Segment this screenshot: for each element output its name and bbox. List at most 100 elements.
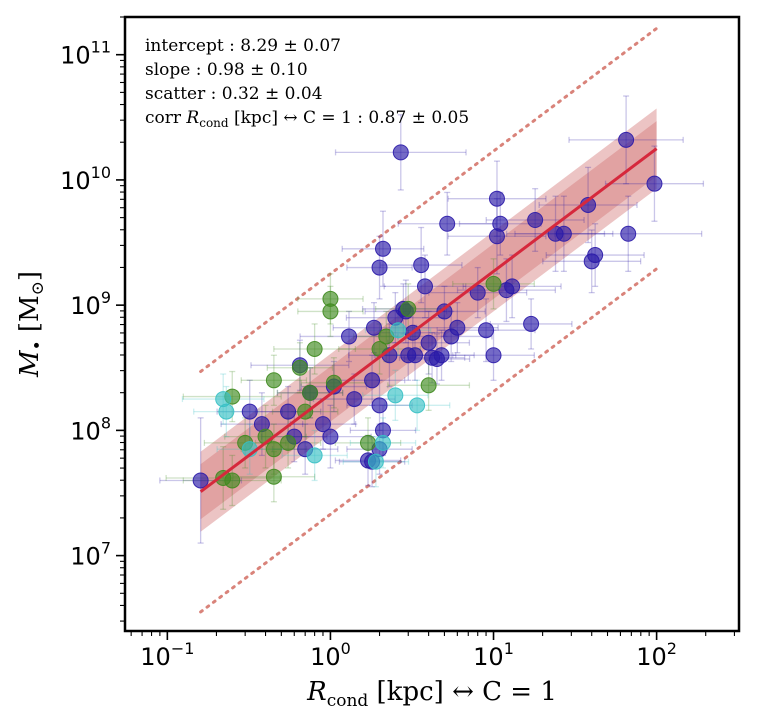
x-axis-ticks: 10−1 100 101 102: [130, 631, 735, 671]
annotation-slope: slope : 0.98 ± 0.10: [145, 60, 308, 80]
y-axis-title-group: M• [M⊙]: [15, 271, 48, 378]
x-tick-base: 10: [473, 643, 504, 671]
corr-suffix: [kpc] ↔ C = 1 : 0.87 ± 0.05: [229, 108, 470, 128]
x-tick-exponent: 0: [341, 639, 351, 658]
data-point-cyan: [306, 447, 323, 464]
data-point-blue: [341, 328, 358, 345]
x-title-symbol: R: [306, 677, 327, 707]
lower-scatter-bound: [199, 267, 659, 614]
data-point-green: [291, 359, 308, 376]
data-point-blue: [587, 247, 604, 264]
data-point-blue: [527, 211, 544, 228]
x-title-subscript: cond: [327, 691, 369, 711]
y-tick-label: 1011: [60, 38, 111, 70]
annotation-correlation: corr Rcond [kpc] ↔ C = 1 : 0.87 ± 0.05: [145, 108, 469, 130]
y-tick-base: 10: [70, 543, 101, 571]
data-point-blue: [366, 319, 383, 336]
annotation-box: intercept : 8.29 ± 0.07 slope : 0.98 ± 0…: [145, 36, 469, 130]
data-point-blue: [488, 190, 505, 207]
data-point-green: [306, 340, 323, 357]
x-tick-exponent: 1: [504, 639, 514, 658]
data-point-green: [265, 468, 282, 485]
y-tick-base: 10: [70, 292, 101, 320]
x-tick-label: 10−1: [140, 639, 194, 671]
data-point-blue: [433, 347, 450, 364]
y-tick-exponent: 8: [101, 413, 111, 432]
data-point-green: [485, 275, 502, 292]
data-point-green: [265, 372, 282, 389]
data-point-green: [360, 434, 377, 451]
x-tick-label: 100: [310, 639, 351, 671]
data-point-blue: [346, 391, 363, 408]
data-point-blue: [280, 403, 297, 420]
data-point-green: [322, 303, 339, 320]
data-point-green: [400, 300, 417, 317]
y-axis-title: M• [M⊙]: [15, 271, 48, 378]
annotation-scatter: scatter : 0.32 ± 0.04: [145, 84, 323, 104]
data-point-blue: [406, 347, 423, 364]
data-point-cyan: [367, 453, 384, 470]
data-point-green: [420, 377, 437, 394]
x-tick-label: 102: [636, 639, 677, 671]
data-point-cyan: [390, 322, 407, 339]
data-point-blue: [618, 131, 635, 148]
data-point-blue: [241, 403, 258, 420]
annotation-intercept: intercept : 8.29 ± 0.07: [145, 36, 341, 56]
y-tick-base: 10: [60, 167, 91, 195]
fit-line-group: [199, 147, 658, 493]
y-tick-label: 109: [70, 288, 111, 320]
corr-subscript: cond: [199, 116, 229, 130]
data-point-cyan: [215, 391, 232, 408]
data-point-blue: [620, 225, 637, 242]
y-title-sun-symbol: ⊙: [28, 281, 48, 295]
x-tick-label: 101: [473, 639, 514, 671]
data-point-blue: [413, 257, 430, 274]
data-point-blue: [371, 259, 388, 276]
data-point-blue: [371, 397, 388, 414]
data-point-green: [265, 441, 282, 458]
scatter-bounds: [199, 26, 659, 614]
data-point-blue: [436, 303, 453, 320]
data-point-blue: [523, 315, 540, 332]
x-tick-base: 10: [140, 643, 171, 671]
data-point-blue: [469, 284, 486, 301]
data-point-blue: [364, 372, 381, 389]
y-title-symbol: M: [15, 349, 45, 378]
upper-scatter-bound: [199, 26, 659, 374]
x-tick-base: 10: [310, 643, 341, 671]
y-tick-label: 1010: [60, 163, 111, 195]
fit-line: [199, 147, 658, 493]
x-tick-base: 10: [636, 643, 667, 671]
data-point-blue: [322, 428, 339, 445]
data-point-blue: [478, 322, 495, 339]
data-point-green: [224, 472, 241, 489]
x-tick-exponent: 2: [667, 639, 677, 658]
data-point-blue: [314, 416, 331, 433]
data-points: [192, 131, 663, 489]
data-point-green: [280, 434, 297, 451]
y-tick-exponent: 10: [91, 163, 111, 182]
y-title-close: ]: [15, 271, 45, 281]
data-point-cyan: [409, 397, 426, 414]
y-title-subscript: •: [28, 340, 48, 350]
data-point-blue: [492, 215, 509, 232]
y-tick-label: 107: [70, 539, 111, 571]
data-point-blue: [416, 278, 433, 295]
y-title-rest: [M: [15, 295, 45, 340]
data-point-blue: [392, 144, 409, 161]
data-point-blue: [192, 472, 209, 489]
data-point-blue: [504, 278, 521, 295]
y-tick-exponent: 7: [101, 539, 111, 558]
y-tick-base: 10: [60, 42, 91, 70]
x-title-rest: [kpc] ↔ C = 1: [368, 677, 557, 707]
corr-symbol: R: [185, 108, 199, 128]
x-axis-title: Rcond [kpc] ↔ C = 1: [306, 677, 557, 711]
data-point-blue: [646, 175, 663, 192]
y-tick-exponent: 9: [101, 288, 111, 307]
data-point-cyan: [387, 387, 404, 404]
y-tick-base: 10: [70, 417, 101, 445]
data-point-blue: [439, 215, 456, 232]
data-point-green: [302, 384, 319, 401]
